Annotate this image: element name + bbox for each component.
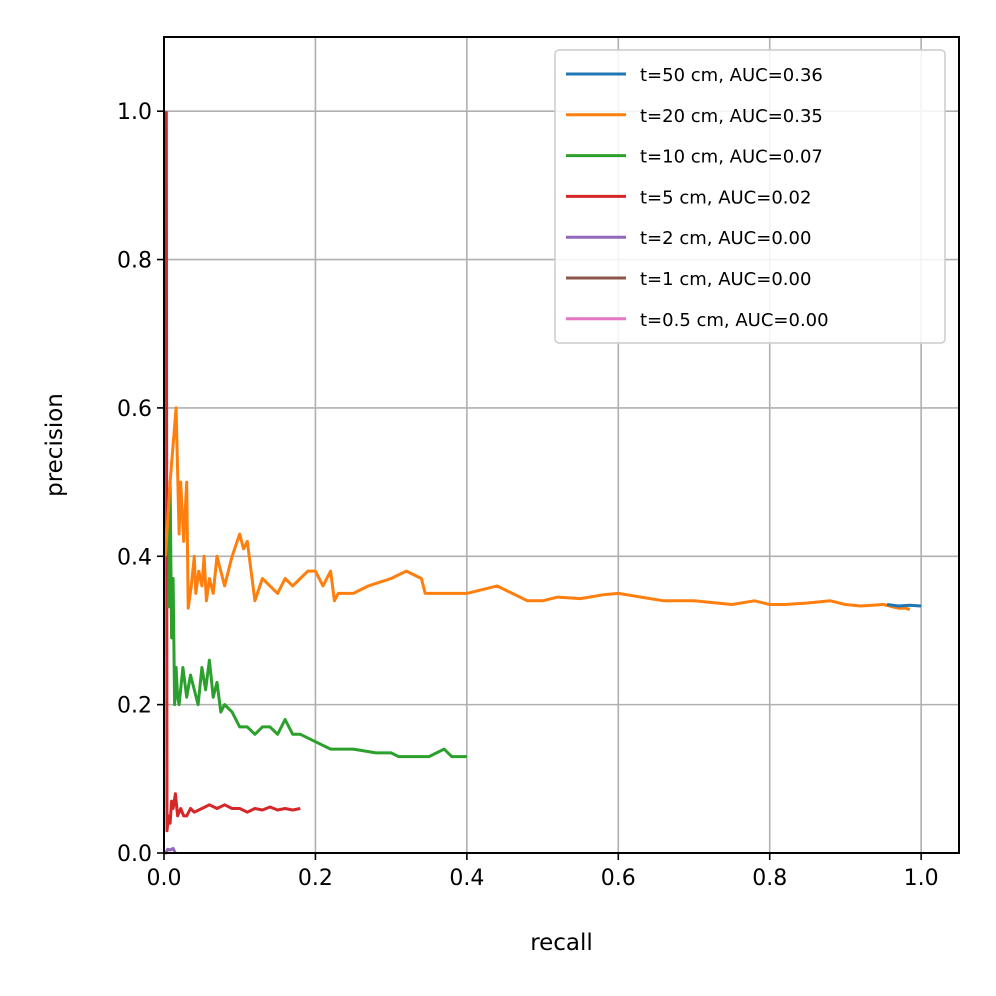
series-line: [886, 603, 922, 608]
y-tick-label: 0.4: [117, 545, 152, 570]
legend-label: t=50 cm, AUC=0.36: [640, 65, 823, 86]
y-tick-label: 0.6: [117, 397, 152, 422]
x-tick-label: 0.8: [752, 866, 787, 891]
legend-label: t=0.5 cm, AUC=0.00: [640, 310, 829, 331]
x-tick-label: 0.0: [147, 866, 182, 891]
legend-label: t=1 cm, AUC=0.00: [640, 269, 811, 290]
legend-box: [554, 49, 946, 344]
legend-label: t=2 cm, AUC=0.00: [640, 228, 811, 249]
series-line: [164, 406, 911, 612]
x-tick-label: 0.6: [601, 866, 636, 891]
series-line: [164, 111, 301, 833]
series-line: [167, 480, 467, 759]
series-line: [164, 847, 177, 854]
x-tick-label: 1.0: [904, 866, 939, 891]
legend-label: t=5 cm, AUC=0.02: [640, 187, 811, 208]
y-tick-label: 0.0: [117, 842, 152, 867]
y-tick-label: 0.2: [117, 694, 152, 719]
y-tick-label: 1.0: [117, 100, 152, 125]
series-lines: [164, 111, 922, 855]
x-axis-label: recall: [530, 930, 593, 956]
legend-label: t=20 cm, AUC=0.35: [640, 106, 823, 127]
y-tick-label: 0.8: [117, 249, 152, 274]
legend: t=50 cm, AUC=0.36 t=20 cm, AUC=0.35 t=10 c…: [554, 49, 946, 344]
x-tick-label: 0.2: [298, 866, 333, 891]
legend-label: t=10 cm, AUC=0.07: [640, 147, 823, 168]
y-axis-label: precision: [42, 393, 68, 497]
plot-frame: [163, 36, 960, 854]
x-tick-label: 0.4: [449, 866, 484, 891]
axis-ticks: 0.0 0.2 0.4 0.6 0.8 1.0 0.0 0.2 0.4 0.6 0.8 1.0: [117, 100, 939, 891]
